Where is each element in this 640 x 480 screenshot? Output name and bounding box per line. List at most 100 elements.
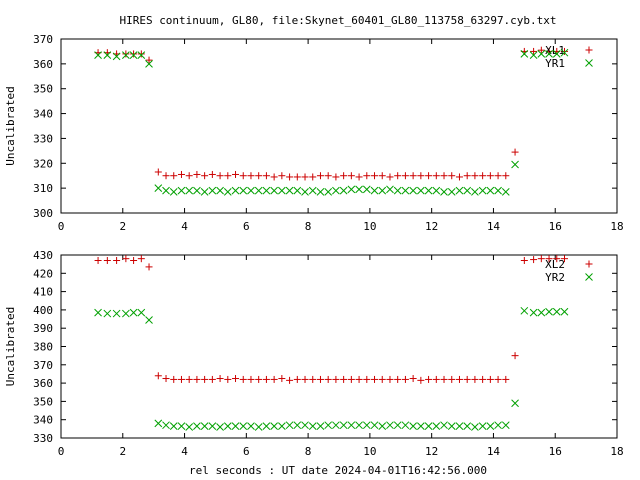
data-point <box>193 186 201 195</box>
data-point <box>137 50 145 58</box>
data-point <box>463 172 471 180</box>
x-tick-label: 6 <box>243 220 250 233</box>
data-point <box>455 375 463 383</box>
y-tick-label: 360 <box>33 58 53 71</box>
data-point <box>471 423 479 431</box>
data-point <box>223 422 232 430</box>
x-tick-label: 18 <box>610 445 623 458</box>
data-point <box>447 422 456 430</box>
data-point <box>529 51 538 60</box>
data-point <box>208 186 217 195</box>
data-point <box>200 188 209 196</box>
data-point <box>401 421 410 430</box>
y-tick-label: 350 <box>33 395 53 408</box>
data-point <box>560 307 569 316</box>
data-point <box>130 50 138 58</box>
data-point <box>129 51 138 60</box>
data-point <box>94 308 102 317</box>
data-point <box>185 186 194 195</box>
x-tick-label: 8 <box>305 445 312 458</box>
x-axis-label: rel seconds : UT date 2024-04-01T16:42:5… <box>189 464 487 477</box>
data-point <box>417 422 425 430</box>
data-point <box>324 421 333 430</box>
series-XL1 <box>94 46 568 181</box>
data-point <box>401 172 409 180</box>
y-tick-label: 340 <box>33 108 53 121</box>
data-point <box>162 186 170 195</box>
legend-label: XL1 <box>545 44 565 57</box>
data-point <box>332 186 340 195</box>
y-tick-label: 400 <box>33 304 53 317</box>
x-tick-label: 4 <box>181 220 188 233</box>
y-axis-label: Uncalibrated <box>4 307 17 386</box>
chart-title: HIRES continuum, GL80, file:Skynet_60401… <box>119 14 556 27</box>
data-point <box>293 186 302 195</box>
data-point <box>247 172 255 180</box>
data-point <box>347 185 356 194</box>
data-point <box>316 375 324 383</box>
x-tick-label: 6 <box>243 445 250 458</box>
data-point <box>494 421 502 430</box>
data-point <box>308 186 317 195</box>
data-point <box>537 308 546 317</box>
data-point <box>511 148 519 156</box>
data-point <box>417 376 425 384</box>
data-point <box>560 255 568 263</box>
data-point <box>471 188 479 196</box>
data-point <box>486 375 494 383</box>
data-point <box>386 173 394 181</box>
data-point <box>278 172 286 180</box>
data-point <box>169 188 178 196</box>
data-point <box>224 172 232 180</box>
data-point <box>278 422 286 430</box>
data-point <box>545 307 553 316</box>
data-point <box>94 256 102 264</box>
data-point <box>332 173 340 181</box>
data-point <box>232 170 240 178</box>
data-point <box>494 375 502 383</box>
data-point <box>479 375 487 383</box>
data-point <box>122 51 130 60</box>
data-point <box>177 170 185 178</box>
data-point <box>355 185 363 194</box>
data-point <box>362 421 371 430</box>
data-point <box>247 422 255 430</box>
data-point <box>340 375 348 383</box>
data-point <box>177 375 185 383</box>
plot-frame <box>60 254 618 439</box>
data-point <box>370 421 379 430</box>
data-point <box>355 173 363 181</box>
data-point <box>530 256 538 264</box>
data-point <box>501 188 510 196</box>
data-point <box>278 186 286 195</box>
data-point <box>440 172 448 180</box>
data-point <box>177 186 186 195</box>
data-point <box>270 186 278 195</box>
data-point <box>363 375 371 383</box>
data-point <box>122 255 130 263</box>
data-point <box>440 421 448 430</box>
data-point <box>339 421 348 430</box>
data-point <box>309 173 317 181</box>
data-point <box>254 186 263 195</box>
legend-marker <box>585 273 593 281</box>
data-point <box>432 186 441 195</box>
bottom-panel: 0 2 4 6 8 10 12 14 16 18 330 340 350 360 370 380 390 400 4… <box>4 249 624 458</box>
data-point <box>208 170 216 178</box>
x-tick-label: 10 <box>363 220 376 233</box>
data-point <box>440 188 448 196</box>
data-point <box>417 186 425 195</box>
data-point <box>478 186 487 195</box>
data-point <box>201 375 209 383</box>
data-point <box>394 375 402 383</box>
data-point <box>424 422 433 430</box>
data-point <box>502 375 510 383</box>
x-tick-label: 18 <box>610 220 623 233</box>
data-point <box>340 172 348 180</box>
data-point <box>232 375 240 383</box>
data-point <box>425 172 433 180</box>
data-point <box>231 422 240 430</box>
data-point <box>301 173 309 181</box>
data-point <box>270 375 278 383</box>
